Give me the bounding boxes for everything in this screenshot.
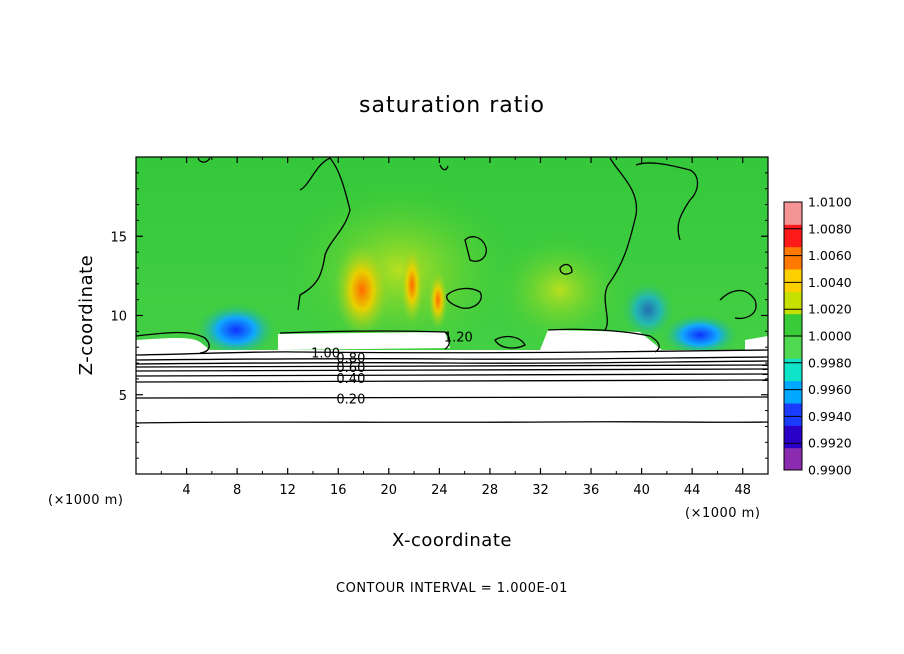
contour-line: [635, 162, 699, 241]
colorbar-label: 1.0020: [808, 302, 852, 317]
high-region: [428, 270, 448, 330]
contour-line: [136, 379, 768, 383]
y-tick-label: 5: [119, 389, 127, 404]
x-units-right: (×1000 m): [685, 506, 760, 521]
contour-line: [297, 157, 351, 311]
colorbar-label: 1.0000: [808, 329, 852, 344]
low-region: [660, 313, 740, 357]
contour-label: 0.20: [336, 393, 365, 408]
colorbar-swatch: [784, 358, 802, 382]
x-tick-label: 44: [684, 483, 701, 498]
y-axis-label: Z-coordinate: [76, 255, 97, 376]
contour-line: [136, 360, 768, 365]
contour-line: [136, 331, 210, 354]
colorbar-label: 1.0080: [808, 221, 852, 236]
contour-line: [719, 289, 757, 320]
x-tick-label: 40: [633, 483, 650, 498]
low-region: [194, 302, 278, 358]
contour-line: [136, 364, 768, 368]
x-tick-label: 8: [233, 483, 241, 498]
x-tick-label: 32: [532, 483, 549, 498]
subsaturated-layer: [540, 330, 662, 350]
contour-lines: [136, 157, 768, 424]
colorbar-swatch: [784, 291, 802, 315]
x-tick-label: 24: [431, 483, 448, 498]
subsaturated-layer: [136, 350, 768, 474]
contour-line: [136, 421, 768, 424]
x-tick-label: 16: [330, 483, 347, 498]
colorbar: 1.0100 1.0080 1.0060 1.0040 1.0020 1.0000 0.99…: [783, 195, 852, 478]
x-tick-label: 12: [279, 483, 296, 498]
contour-interval-note: CONTOUR INTERVAL = 1.000E-01: [336, 581, 568, 596]
contour-line: [494, 335, 526, 349]
contour-line: [279, 330, 451, 350]
x-units-left: (×1000 m): [48, 493, 123, 508]
colorbar-label: 1.0040: [808, 275, 852, 290]
contour-line: [446, 287, 482, 309]
colorbar-label: 0.9980: [808, 355, 852, 370]
chart-title: saturation ratio: [359, 93, 545, 118]
contour-line: [547, 328, 660, 353]
contour-label: 1.20: [444, 331, 473, 346]
colorbar-label: 1.0060: [808, 248, 852, 263]
contour-line: [136, 349, 768, 356]
high-region: [334, 242, 390, 338]
colorbar-swatch: [784, 202, 802, 225]
high-region: [400, 245, 424, 325]
contour-line: [136, 396, 768, 399]
y-axis: 5 10 15: [110, 172, 768, 459]
x-tick-label: 20: [381, 483, 398, 498]
contour-label: 0.60: [336, 361, 365, 376]
colorbar-swatch: [784, 336, 802, 359]
subsaturated-layer: [278, 332, 450, 350]
y-tick-label: 15: [110, 230, 127, 245]
colorbar-label: 1.0100: [808, 195, 852, 210]
x-tick-label: 28: [482, 483, 499, 498]
colorbar-label: 0.9920: [808, 436, 852, 451]
colorbar-swatch: [784, 224, 802, 248]
colorbar-swatch: [784, 246, 802, 270]
contour-line: [197, 157, 211, 163]
subsaturated-layer: [136, 338, 210, 350]
contour-line: [559, 263, 573, 275]
plot-area: [136, 157, 768, 474]
contour-labels: 1.20 1.000.800.600.40 0.20: [311, 331, 473, 408]
contour-label: 0.80: [336, 351, 365, 366]
x-tick-label: 4: [182, 483, 190, 498]
x-tick-label: 48: [734, 483, 751, 498]
colorbar-swatch: [784, 269, 802, 292]
contour-line: [604, 157, 638, 331]
x-axis-label: X-coordinate: [392, 530, 512, 551]
x-tick-label: 36: [583, 483, 600, 498]
contour-line: [464, 236, 487, 262]
colorbar-swatch: [784, 425, 802, 449]
colorbar-swatch: [784, 403, 802, 426]
colorbar-label: 0.9940: [808, 409, 852, 424]
low-region: [620, 280, 676, 340]
x-axis: 4 8 12 16 20 24 28 32 36 40 44 48: [160, 157, 751, 498]
contour-line: [136, 373, 768, 377]
subsaturated-layer: [745, 336, 768, 350]
colorbar-swatch: [784, 380, 802, 404]
contour-label: 0.40: [336, 372, 365, 387]
colorbar-label: 0.9900: [808, 463, 852, 478]
y-tick-label: 10: [110, 310, 127, 325]
warm-region: [490, 230, 630, 350]
colorbar-label: 0.9960: [808, 382, 852, 397]
contour-line: [136, 368, 768, 372]
colorbar-swatch: [784, 447, 802, 471]
contour-label: 1.00: [311, 347, 340, 362]
contour-line: [439, 164, 449, 171]
colorbar-swatch: [784, 313, 802, 337]
contour-line: [136, 356, 768, 361]
